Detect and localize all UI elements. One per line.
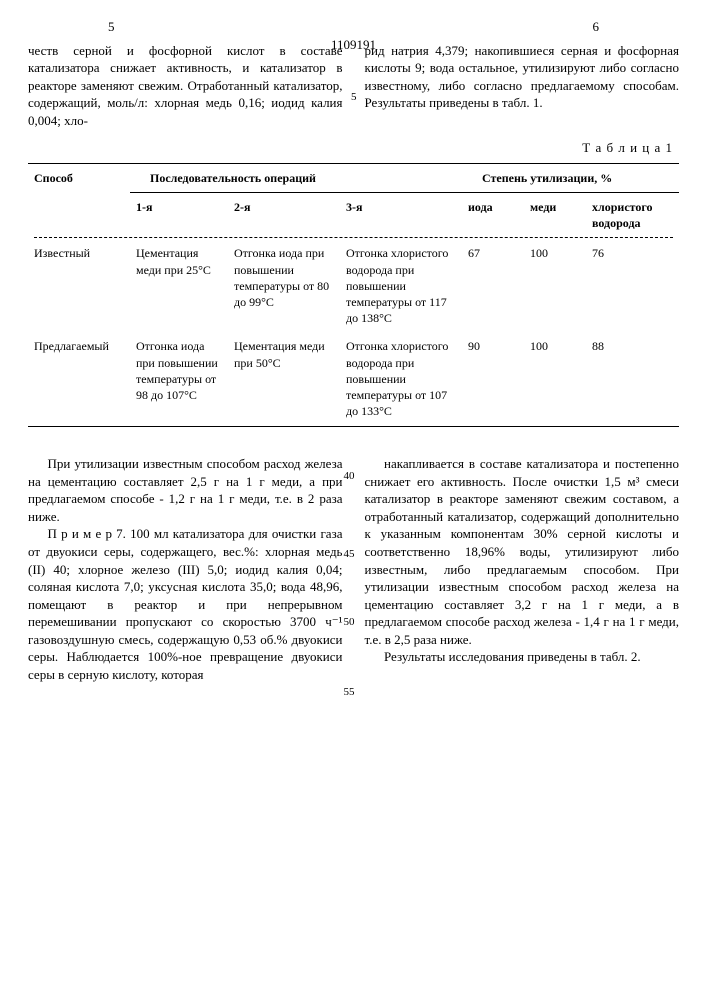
body-right-p1: накапливается в составе катализатора и п… (365, 455, 680, 648)
body-left-p1: При утилизации известным способом расход… (28, 455, 343, 525)
col-op2: 2-я (228, 193, 340, 238)
page-header: 5 1109191 6 (28, 18, 679, 36)
body-right-p2: Результаты исследования приведены в табл… (365, 648, 680, 666)
page-num-right: 6 (593, 18, 600, 36)
body-left: При утилизации известным способом расход… (28, 455, 343, 683)
body-columns: При утилизации известным способом расход… (28, 455, 679, 683)
cell-method: Известный (28, 239, 130, 332)
margin-55: 55 (344, 685, 355, 700)
cell-op3: Отгонка хлористого водорода при повышени… (340, 332, 462, 425)
table-row: Предлагаемый Отгонка иода при повышении … (28, 332, 679, 425)
cell-u3: 76 (586, 239, 679, 332)
cell-u1: 90 (462, 332, 524, 425)
intro-right: рид натрия 4,379; накопившиеся серная и … (365, 42, 680, 130)
cell-op2: Отгонка иода при повышении температуры о… (228, 239, 340, 332)
body-right: накапливается в составе катализатора и п… (365, 455, 680, 683)
cell-u3: 88 (586, 332, 679, 425)
table-caption: Т а б л и ц а 1 (28, 139, 673, 157)
cell-u2: 100 (524, 332, 586, 425)
col-u1: иода (462, 193, 524, 238)
page-num-left: 5 (108, 18, 115, 36)
col-util: Степень утилизации, % (462, 163, 679, 192)
cell-u1: 67 (462, 239, 524, 332)
margin-45: 45 (344, 547, 355, 562)
intro-left-text: честв серной и фосфорной кислот в состав… (28, 43, 343, 128)
table-row: Известный Цементация меди при 25°С Отгон… (28, 239, 679, 332)
col-op3: 3-я (340, 193, 462, 238)
col-u2: меди (524, 193, 586, 238)
intro-columns: честв серной и фосфорной кислот в состав… (28, 42, 679, 130)
cell-op2: Цементация меди при 50°С (228, 332, 340, 425)
intro-left: честв серной и фосфорной кислот в состав… (28, 42, 343, 130)
col-u3: хлористого водорода (586, 193, 679, 238)
cell-op1: Отгонка иода при повышении температуры о… (130, 332, 228, 425)
body-left-p2: П р и м е р 7. 100 мл катализатора для о… (28, 525, 343, 683)
col-op1: 1-я (130, 193, 228, 238)
cell-u2: 100 (524, 239, 586, 332)
col-ops: Последовательность операций (130, 163, 462, 192)
margin-num-5: 5 (351, 90, 357, 105)
cell-method: Предлагаемый (28, 332, 130, 425)
cell-op1: Цементация меди при 25°С (130, 239, 228, 332)
margin-50: 50 (344, 615, 355, 630)
results-table: Способ Последовательность операций Степе… (28, 163, 679, 427)
margin-40: 40 (344, 469, 355, 484)
table-header-row1: Способ Последовательность операций Степе… (28, 163, 679, 192)
cell-op3: Отгонка хлористого водорода при повышени… (340, 239, 462, 332)
col-method: Способ (28, 163, 130, 237)
